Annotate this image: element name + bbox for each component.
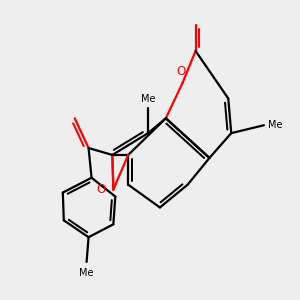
Text: O: O: [177, 65, 186, 78]
Text: O: O: [97, 183, 106, 196]
Text: Me: Me: [79, 268, 94, 278]
Text: Me: Me: [268, 120, 283, 130]
Text: Me: Me: [141, 94, 155, 104]
